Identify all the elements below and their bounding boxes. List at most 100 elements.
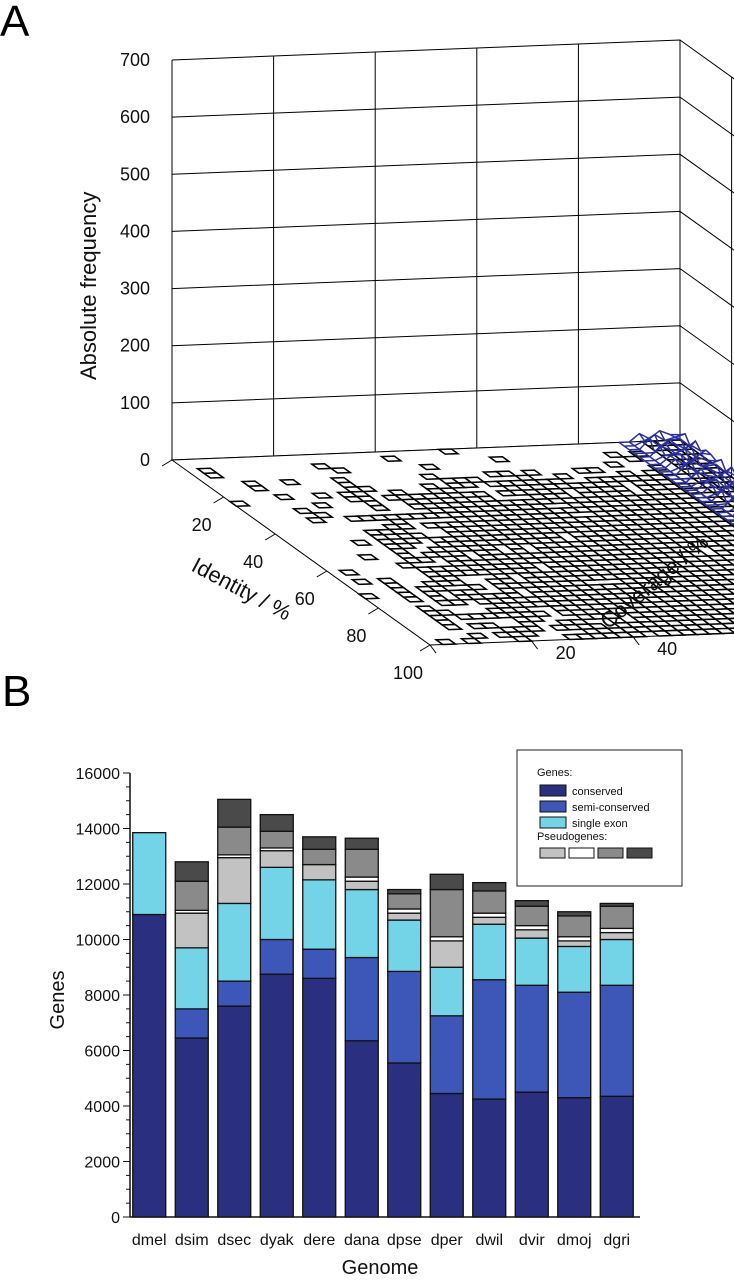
legend-items: conserved semi-conserved single exon	[539, 784, 650, 830]
bar-segment	[217, 856, 252, 905]
floor-cell	[367, 504, 392, 512]
x-tick-label: dsim	[175, 1232, 209, 1249]
surface-line	[679, 433, 734, 475]
surface-line	[649, 433, 734, 499]
legend-swatch	[539, 800, 567, 813]
legend-pseudogenes-heading: Pseudogenes:	[537, 831, 607, 843]
bar-segment	[132, 832, 167, 916]
bar-segment	[387, 912, 422, 921]
floor-cell	[717, 544, 734, 552]
z-tick-label: 400	[120, 221, 150, 241]
bar-segment	[217, 902, 252, 982]
panel-a: A 0 100 200 300 400 500 600 700 20 40 60 80 100 20 4…	[0, 0, 734, 683]
panel-a-letter: A	[0, 0, 30, 46]
identity-tick-label: 100	[393, 663, 423, 683]
bar-segment	[259, 938, 294, 975]
z-tick-label: 700	[120, 50, 150, 70]
panel-b-x-axis-title: Genome	[342, 1257, 419, 1279]
floor-cell	[350, 578, 374, 586]
bar-segment	[344, 848, 379, 878]
tick-mark	[316, 570, 328, 578]
legend-label: semi-conserved	[572, 802, 650, 814]
panel-a-z-axis-title: Absolute frequency	[76, 192, 101, 380]
floor-cell	[723, 520, 734, 527]
bar-segment	[259, 850, 294, 869]
bar-segment	[429, 873, 464, 891]
floor-cell	[272, 493, 296, 501]
bar-segment	[174, 947, 209, 1010]
bar-segment	[174, 1008, 209, 1039]
floor-cell	[456, 481, 480, 489]
z-tick-label: 100	[120, 393, 150, 413]
bar-segment	[472, 916, 507, 925]
floor-cell	[310, 501, 335, 509]
bar-segment	[302, 863, 337, 881]
floor-cell	[620, 455, 645, 463]
panel-b-bars	[132, 798, 634, 1218]
floor-cell	[436, 448, 461, 455]
floor-cell	[528, 610, 553, 618]
bar-segment	[344, 888, 379, 959]
bar-segment	[472, 1098, 507, 1218]
floor-cell	[551, 472, 576, 480]
bar-segment	[259, 866, 294, 941]
floor-cell	[519, 469, 544, 477]
floor-cell	[401, 595, 426, 603]
bar-segment	[472, 923, 507, 981]
floor-cell	[413, 556, 438, 564]
legend-label: single exon	[572, 818, 628, 830]
surface-line	[618, 441, 734, 526]
bar-segment	[387, 893, 422, 910]
coverage-tick-label: 40	[657, 639, 677, 659]
floor-cell	[719, 612, 734, 620]
bar-segment	[302, 948, 337, 980]
floor-cell	[718, 593, 734, 600]
floor-cell	[725, 598, 734, 605]
bar-segment	[174, 912, 209, 949]
tick-mark	[368, 607, 379, 615]
x-tick-label: dpse	[387, 1232, 422, 1249]
floor-cell	[719, 602, 734, 610]
floor-cell	[582, 466, 607, 474]
floor-cell	[718, 573, 734, 581]
bar-segment	[217, 980, 252, 1007]
bar-segment	[599, 931, 634, 941]
bar-segment	[472, 979, 507, 1100]
bar-segment	[344, 956, 379, 1042]
floor-cell	[522, 625, 547, 633]
tick-mark	[632, 636, 640, 646]
floor-cell	[516, 630, 541, 638]
x-tick-label: dmoj	[557, 1232, 592, 1249]
grid-line	[171, 39, 734, 80]
x-tick-label: dyak	[260, 1232, 295, 1249]
y-tick-label: 0	[111, 1210, 120, 1227]
floor-cell	[355, 553, 380, 561]
z-tick-label: 0	[140, 450, 150, 470]
bar-segment	[174, 1037, 209, 1218]
floor-cell	[510, 635, 534, 643]
floor-cell	[725, 617, 734, 624]
bar-segment	[429, 888, 464, 938]
x-tick-label: dsec	[217, 1232, 251, 1249]
floor-cell	[354, 485, 379, 493]
z-tick-label: 200	[120, 336, 150, 356]
x-tick-label: dere	[303, 1232, 335, 1249]
bar-segment	[387, 919, 422, 973]
bar-segment	[387, 888, 422, 895]
bar-segment	[259, 813, 294, 832]
tick-mark	[161, 459, 173, 467]
identity-tick-label: 40	[243, 552, 263, 572]
legend-label: conserved	[572, 786, 623, 798]
x-tick-label: dmel	[132, 1232, 167, 1249]
floor-cell	[712, 588, 734, 596]
x-tick-label: dgri	[603, 1232, 630, 1249]
floor-cell	[304, 516, 329, 524]
surface-line	[659, 430, 734, 491]
floor-cell	[417, 463, 442, 471]
floor-cell	[719, 622, 734, 630]
panel-a-floor-mesh	[195, 439, 734, 646]
identity-tick-label: 60	[295, 589, 315, 609]
y-tick-label: 12000	[76, 877, 121, 894]
floor-cell	[464, 583, 489, 591]
